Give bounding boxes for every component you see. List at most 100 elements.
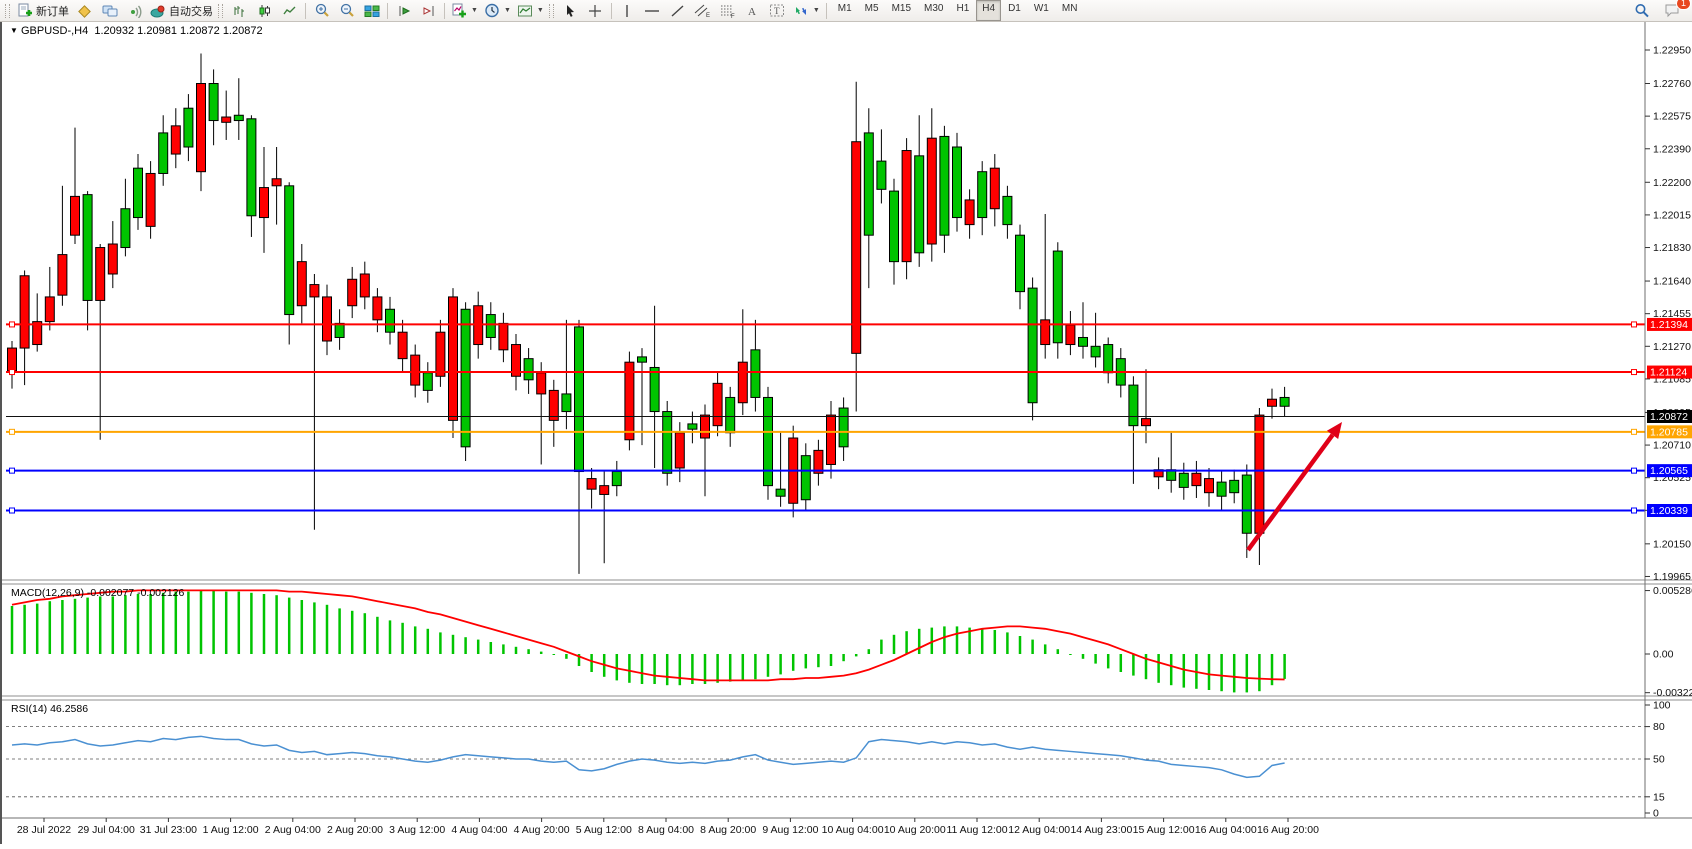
- price-axis-tick-label[interactable]: 1.21270: [1653, 341, 1691, 353]
- macd-histogram-bar: [577, 654, 581, 666]
- price-axis-tick-label[interactable]: 1.20710: [1653, 440, 1691, 452]
- text-label-button[interactable]: T: [765, 0, 790, 21]
- zoom-in-button[interactable]: [309, 0, 334, 21]
- line-handle[interactable]: [9, 467, 15, 474]
- market-watch-button[interactable]: [72, 0, 97, 21]
- line-handle[interactable]: [9, 321, 15, 328]
- time-axis-label[interactable]: 14 Aug 23:00: [1070, 824, 1132, 836]
- chat-button[interactable]: 1: [1660, 0, 1691, 21]
- time-axis-label[interactable]: 16 Aug 20:00: [1257, 824, 1319, 836]
- rsi-axis-tick-label[interactable]: 0: [1653, 808, 1659, 820]
- time-axis-label[interactable]: 4 Aug 20:00: [514, 824, 570, 836]
- chart-canvas[interactable]: 1.22950 1.22760 1.22575 1.22390 1.22200 1.220…: [2, 22, 1692, 844]
- time-axis-label[interactable]: 8 Aug 20:00: [700, 824, 756, 836]
- toolbar-grip[interactable]: [548, 3, 554, 18]
- timeframe-w1[interactable]: W1: [1033, 3, 1049, 14]
- fibonacci-button[interactable]: F: [715, 0, 740, 21]
- trendline-button[interactable]: [665, 0, 690, 21]
- line-handle[interactable]: [1631, 321, 1637, 328]
- macd-axis-tick-label[interactable]: 0.005286: [1653, 585, 1692, 597]
- time-axis-label[interactable]: 8 Aug 04:00: [638, 824, 694, 836]
- macd-histogram-bar: [48, 601, 52, 654]
- time-axis-label[interactable]: 31 Jul 23:00: [140, 824, 197, 836]
- vertical-line-button[interactable]: [615, 0, 640, 21]
- timeframe-m15[interactable]: M15: [891, 3, 912, 14]
- rsi-axis-tick-label[interactable]: 15: [1653, 791, 1665, 803]
- price-axis-tick-label[interactable]: 1.22760: [1653, 78, 1691, 90]
- time-axis-label[interactable]: 2 Aug 04:00: [265, 824, 321, 836]
- candlestick-chart-button[interactable]: [252, 0, 277, 21]
- zoom-out-button[interactable]: [334, 0, 359, 21]
- macd-axis-tick-label[interactable]: -0.003223: [1653, 687, 1692, 699]
- horizontal-line-button[interactable]: [640, 0, 665, 21]
- auto-scroll-button[interactable]: [391, 0, 416, 21]
- line-handle[interactable]: [1631, 507, 1637, 514]
- toolbar-grip[interactable]: [218, 3, 223, 18]
- new-order-button[interactable]: 新订单: [14, 0, 72, 21]
- timeframe-h1[interactable]: H1: [956, 3, 970, 14]
- time-axis-label[interactable]: 10 Aug 20:00: [884, 824, 946, 836]
- time-axis-label[interactable]: 12 Aug 04:00: [1008, 824, 1070, 836]
- candle: [322, 296, 332, 342]
- add-indicator-button[interactable]: ▼: [448, 0, 481, 21]
- time-axis-label[interactable]: 11 Aug 12:00: [946, 824, 1007, 836]
- tile-windows-button[interactable]: [359, 0, 384, 21]
- price-axis-tick-label[interactable]: 1.20150: [1653, 538, 1691, 550]
- trend-arrow-shaft[interactable]: [1246, 433, 1335, 552]
- macd-axis-tick-label[interactable]: 0.00: [1653, 649, 1674, 661]
- channel-button[interactable]: E: [690, 0, 715, 21]
- auto-trading-button[interactable]: 自动交易: [147, 0, 216, 21]
- price-axis-tick-label[interactable]: 1.22200: [1653, 177, 1691, 189]
- search-button[interactable]: [1629, 0, 1654, 21]
- line-handle[interactable]: [9, 369, 15, 376]
- time-axis-label[interactable]: 16 Aug 04:00: [1195, 824, 1257, 836]
- price-axis-tick-label[interactable]: 1.22950: [1653, 45, 1691, 57]
- line-handle[interactable]: [1631, 369, 1637, 376]
- macd-histogram-bar: [212, 590, 215, 654]
- timeframe-m5[interactable]: M5: [864, 3, 879, 14]
- chart-shift-button[interactable]: [416, 0, 441, 21]
- line-handle[interactable]: [1631, 467, 1637, 474]
- rsi-axis-tick-label[interactable]: 100: [1653, 700, 1671, 712]
- terminal-button[interactable]: [97, 0, 122, 21]
- time-axis-label[interactable]: 29 Jul 04:00: [78, 824, 135, 836]
- price-axis-tick-label[interactable]: 1.21455: [1653, 308, 1691, 320]
- crosshair-button[interactable]: [583, 0, 608, 21]
- line-handle[interactable]: [9, 507, 15, 514]
- price-axis-tick-label[interactable]: 1.21640: [1653, 276, 1691, 288]
- cursor-button[interactable]: [558, 0, 583, 21]
- timeframe-d1[interactable]: D1: [1008, 3, 1021, 14]
- signals-button[interactable]: [122, 0, 147, 21]
- text-button[interactable]: A: [740, 0, 765, 21]
- line-chart-button[interactable]: [277, 0, 302, 21]
- toolbar-grip[interactable]: [5, 3, 10, 18]
- price-axis-tick-label[interactable]: 1.22015: [1653, 209, 1691, 221]
- timeframe-mn[interactable]: MN: [1061, 3, 1078, 14]
- time-axis-label[interactable]: 9 Aug 12:00: [762, 824, 818, 836]
- time-axis-label[interactable]: 15 Aug 12:00: [1133, 824, 1195, 836]
- period-button[interactable]: ▼: [481, 0, 514, 21]
- bar-chart-button[interactable]: [227, 0, 252, 21]
- timeframe-m1[interactable]: M1: [837, 3, 852, 14]
- timeframe-m30[interactable]: M30: [924, 3, 944, 14]
- time-axis-label[interactable]: 1 Aug 12:00: [203, 824, 259, 836]
- price-axis-tick-label[interactable]: 1.22390: [1653, 143, 1691, 155]
- trend-arrow-head[interactable]: [1326, 422, 1342, 440]
- line-handle[interactable]: [9, 428, 15, 435]
- time-axis-label[interactable]: 4 Aug 04:00: [451, 824, 507, 836]
- template-button[interactable]: ▼: [514, 0, 547, 21]
- line-handle[interactable]: [1631, 428, 1637, 435]
- candle: [826, 414, 836, 465]
- rsi-axis-tick-label[interactable]: 80: [1653, 721, 1665, 733]
- time-axis-label[interactable]: 3 Aug 12:00: [389, 824, 445, 836]
- time-axis-label[interactable]: 28 Jul 2022: [17, 824, 71, 836]
- rsi-axis-tick-label[interactable]: 50: [1653, 754, 1665, 766]
- timeframe-h4[interactable]: H4: [976, 0, 1002, 21]
- price-axis-tick-label[interactable]: 1.21830: [1653, 242, 1691, 254]
- time-axis-label[interactable]: 10 Aug 04:00: [822, 824, 884, 836]
- time-axis-label[interactable]: 5 Aug 12:00: [576, 824, 632, 836]
- price-axis-tick-label[interactable]: 1.19965: [1653, 571, 1691, 583]
- arrows-button[interactable]: ▼: [790, 0, 823, 21]
- time-axis-label[interactable]: 2 Aug 20:00: [327, 824, 383, 836]
- price-axis-tick-label[interactable]: 1.22575: [1653, 111, 1691, 123]
